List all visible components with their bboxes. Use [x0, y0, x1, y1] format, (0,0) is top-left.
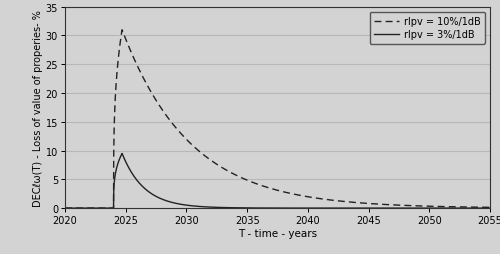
- rlpv = 10%/1dB: [140, 75, 145, 78]
- rlpv = 10%/1dB: [338, 200, 344, 203]
- rlpv = 10%/1dB: [487, 206, 493, 209]
- rlpv = 3%/1dB: [119, 152, 125, 155]
- rlpv = 3%/1dB: [338, 207, 344, 210]
- rlpv = 10%/1dB: [317, 197, 323, 200]
- rlpv = 10%/1dB: [62, 207, 68, 210]
- Y-axis label: DECℓω(T) - Loss of value of properies- %: DECℓω(T) - Loss of value of properies- %: [33, 10, 43, 206]
- rlpv = 3%/1dB: [487, 207, 493, 210]
- rlpv = 10%/1dB: [224, 169, 230, 172]
- rlpv = 3%/1dB: [224, 206, 230, 209]
- Line: rlpv = 3%/1dB: rlpv = 3%/1dB: [65, 154, 490, 208]
- rlpv = 3%/1dB: [412, 207, 418, 210]
- Legend: rlpv = 10%/1dB, rlpv = 3%/1dB: rlpv = 10%/1dB, rlpv = 3%/1dB: [370, 12, 485, 45]
- rlpv = 3%/1dB: [379, 207, 385, 210]
- rlpv = 3%/1dB: [140, 185, 145, 188]
- X-axis label: T - time - years: T - time - years: [238, 228, 317, 238]
- rlpv = 3%/1dB: [317, 207, 323, 210]
- rlpv = 10%/1dB: [379, 203, 385, 206]
- Line: rlpv = 10%/1dB: rlpv = 10%/1dB: [65, 31, 490, 208]
- rlpv = 3%/1dB: [62, 207, 68, 210]
- rlpv = 10%/1dB: [119, 29, 125, 32]
- rlpv = 10%/1dB: [412, 204, 418, 208]
